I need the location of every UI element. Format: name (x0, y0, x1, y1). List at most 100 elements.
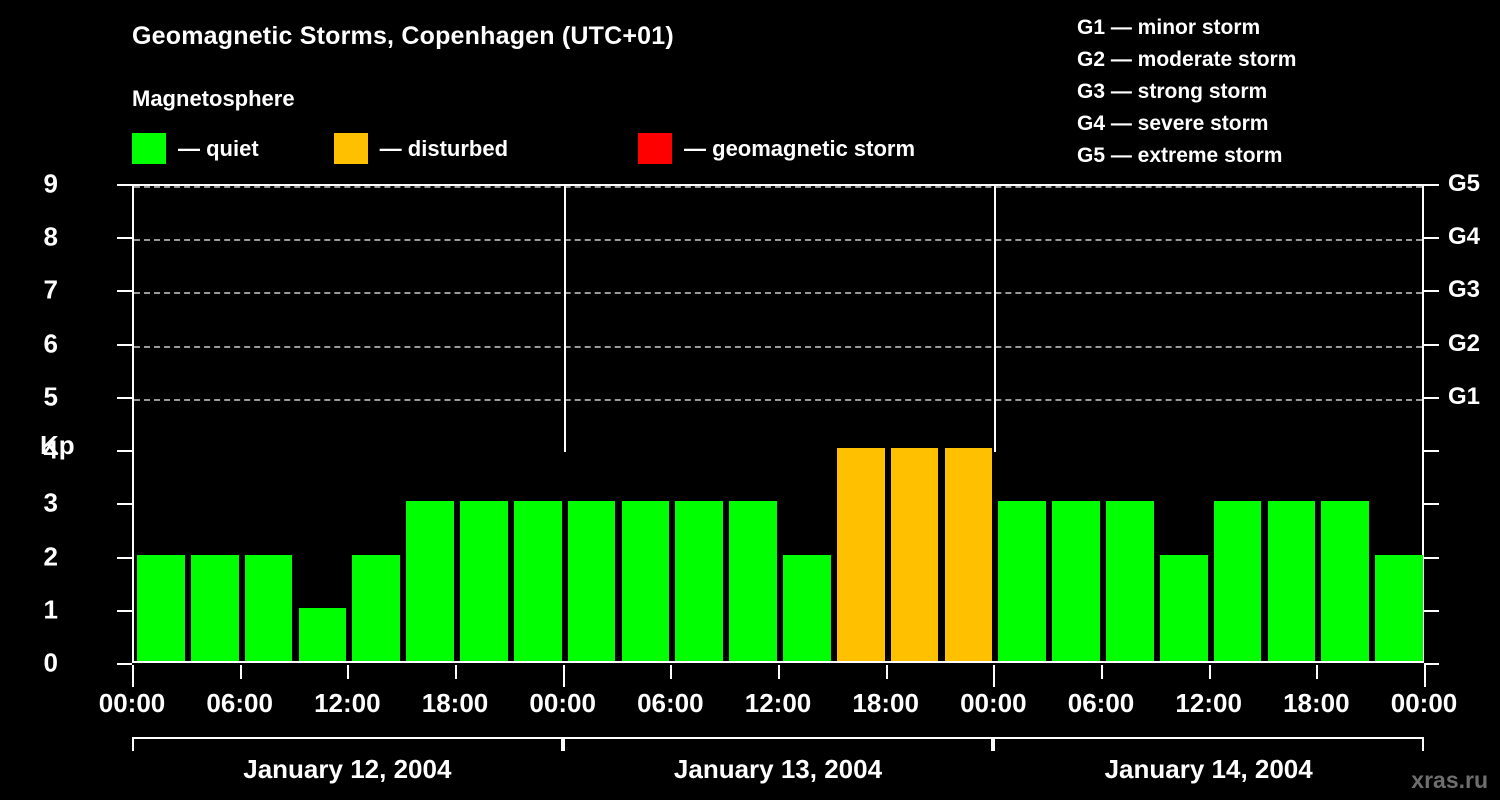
kp-bar (1375, 554, 1423, 661)
kp-bar (944, 448, 993, 661)
x-tick-label-7: 18:00 (852, 688, 919, 718)
y-axis-title: Kp (40, 430, 75, 460)
x-tick-mark-8 (993, 665, 996, 687)
kp-bar (567, 501, 616, 661)
x-tick-label-8: 00:00 (960, 688, 1027, 718)
legend-label-disturbed: — disturbed (379, 135, 509, 161)
right-tick-mark-3 (1424, 503, 1439, 506)
right-tick-mark-9 (1424, 184, 1439, 186)
kp-bar (1106, 501, 1154, 661)
g-tick-label-G1: G1 (1448, 382, 1481, 410)
right-tick-mark-5 (1424, 396, 1439, 399)
g-legend-item-1: G1 — minor storm (1077, 16, 1261, 39)
kp-bar (1213, 501, 1262, 661)
y-tick-mark-0 (117, 663, 132, 665)
kp-bar (1267, 501, 1316, 661)
kp-bar (1321, 501, 1370, 661)
x-tick-label-12: 00:00 (1390, 688, 1458, 718)
y-tick-label-6: 6 (43, 328, 58, 359)
y-tick-mark-8 (117, 237, 132, 240)
gridline-kp-7 (134, 292, 1422, 295)
x-tick-label-1: 06:00 (206, 688, 273, 718)
gridline-kp-9 (134, 186, 1422, 188)
kp-bar (998, 501, 1047, 661)
x-tick-mark-7 (885, 665, 888, 679)
x-tick-mark-1 (239, 665, 242, 679)
legend-swatch-disturbed (333, 133, 368, 164)
g-legend-item-5: G5 — extreme storm (1077, 144, 1283, 167)
right-tick-mark-4 (1424, 450, 1439, 453)
x-tick-mark-10 (1208, 665, 1211, 679)
kp-bar (406, 501, 454, 661)
kp-bar (460, 501, 508, 661)
x-tick-label-4: 00:00 (529, 688, 596, 718)
y-tick-mark-1 (117, 609, 132, 612)
right-tick-mark-2 (1424, 556, 1439, 559)
gridline-kp-5 (134, 398, 1422, 401)
x-tick-label-10: 12:00 (1175, 688, 1242, 718)
y-tick-mark-6 (117, 343, 132, 346)
kp-bar (137, 554, 185, 661)
kp-bar (836, 448, 885, 661)
x-tick-mark-9 (1101, 665, 1103, 679)
day-bracket (562, 737, 994, 751)
day-divider (563, 186, 566, 453)
color-legend: — quiet — disturbed — geomagnetic storm (132, 133, 915, 164)
legend-entry-disturbed: — disturbed (333, 133, 509, 164)
y-tick-mark-3 (117, 503, 132, 506)
page-title: Geomagnetic Storms, Copenhagen (UTC+01) (132, 22, 674, 50)
x-tick-mark-4 (562, 665, 565, 687)
x-tick-mark-3 (455, 665, 457, 679)
legend-swatch-quiet (132, 133, 166, 164)
kp-bar (890, 448, 939, 661)
x-tick-label-9: 06:00 (1067, 688, 1135, 718)
right-tick-mark-1 (1424, 609, 1439, 612)
plot-area (132, 184, 1424, 663)
gridline-kp-6 (134, 345, 1422, 348)
g-scale-legend: G1 — minor storm G2 — moderate storm G3 — … (1077, 12, 1296, 172)
day-bracket (132, 737, 563, 751)
y-tick-label-7: 7 (43, 274, 58, 305)
g-tick-label-G3: G3 (1448, 276, 1481, 304)
legend-entry-geomagnetic-storm: — geomagnetic storm (638, 133, 915, 164)
legend-entry-quiet: — quiet (132, 133, 259, 164)
g-tick-label-G4: G4 (1448, 223, 1481, 251)
g-tick-label-G2: G2 (1448, 329, 1481, 357)
x-tick-mark-11 (1316, 665, 1319, 679)
day-label: January 14, 2004 (1104, 754, 1313, 784)
day-bracket (993, 737, 1424, 751)
y-tick-label-3: 3 (43, 487, 58, 518)
plot-inner (134, 186, 1423, 661)
y-tick-label-4: 4 (43, 434, 58, 465)
g-legend-item-2: G2 — moderate storm (1077, 48, 1297, 71)
kp-bar (298, 607, 347, 661)
y-tick-mark-9 (117, 184, 132, 186)
x-tick-label-3: 18:00 (421, 688, 489, 718)
legend-label-quiet: — quiet (178, 135, 259, 161)
y-tick-mark-2 (117, 556, 132, 559)
kp-bar (1159, 554, 1208, 661)
y-tick-mark-4 (117, 450, 132, 453)
y-tick-label-8: 8 (43, 221, 58, 252)
x-tick-mark-6 (778, 665, 780, 679)
day-label: January 13, 2004 (673, 754, 883, 784)
legend-label-geomagnetic-storm: — geomagnetic storm (684, 135, 916, 161)
kp-bar (190, 554, 239, 661)
x-tick-label-2: 12:00 (314, 688, 381, 718)
x-tick-label-11: 18:00 (1283, 688, 1350, 718)
x-tick-mark-2 (347, 665, 350, 679)
y-tick-label-1: 1 (43, 594, 58, 625)
y-tick-label-2: 2 (43, 541, 58, 572)
g-legend-item-4: G4 — severe storm (1077, 112, 1269, 135)
kp-bar (244, 554, 293, 661)
kp-bar (1052, 501, 1100, 661)
x-tick-mark-5 (670, 665, 673, 679)
day-divider (994, 186, 997, 453)
y-tick-mark-7 (117, 290, 132, 293)
y-tick-mark-5 (117, 396, 132, 399)
legend-swatch-geomagnetic-storm (638, 133, 673, 164)
day-label: January 12, 2004 (243, 754, 452, 784)
right-tick-mark-0 (1424, 663, 1439, 665)
x-tick-label-5: 06:00 (637, 688, 704, 718)
x-tick-mark-0 (132, 665, 134, 687)
